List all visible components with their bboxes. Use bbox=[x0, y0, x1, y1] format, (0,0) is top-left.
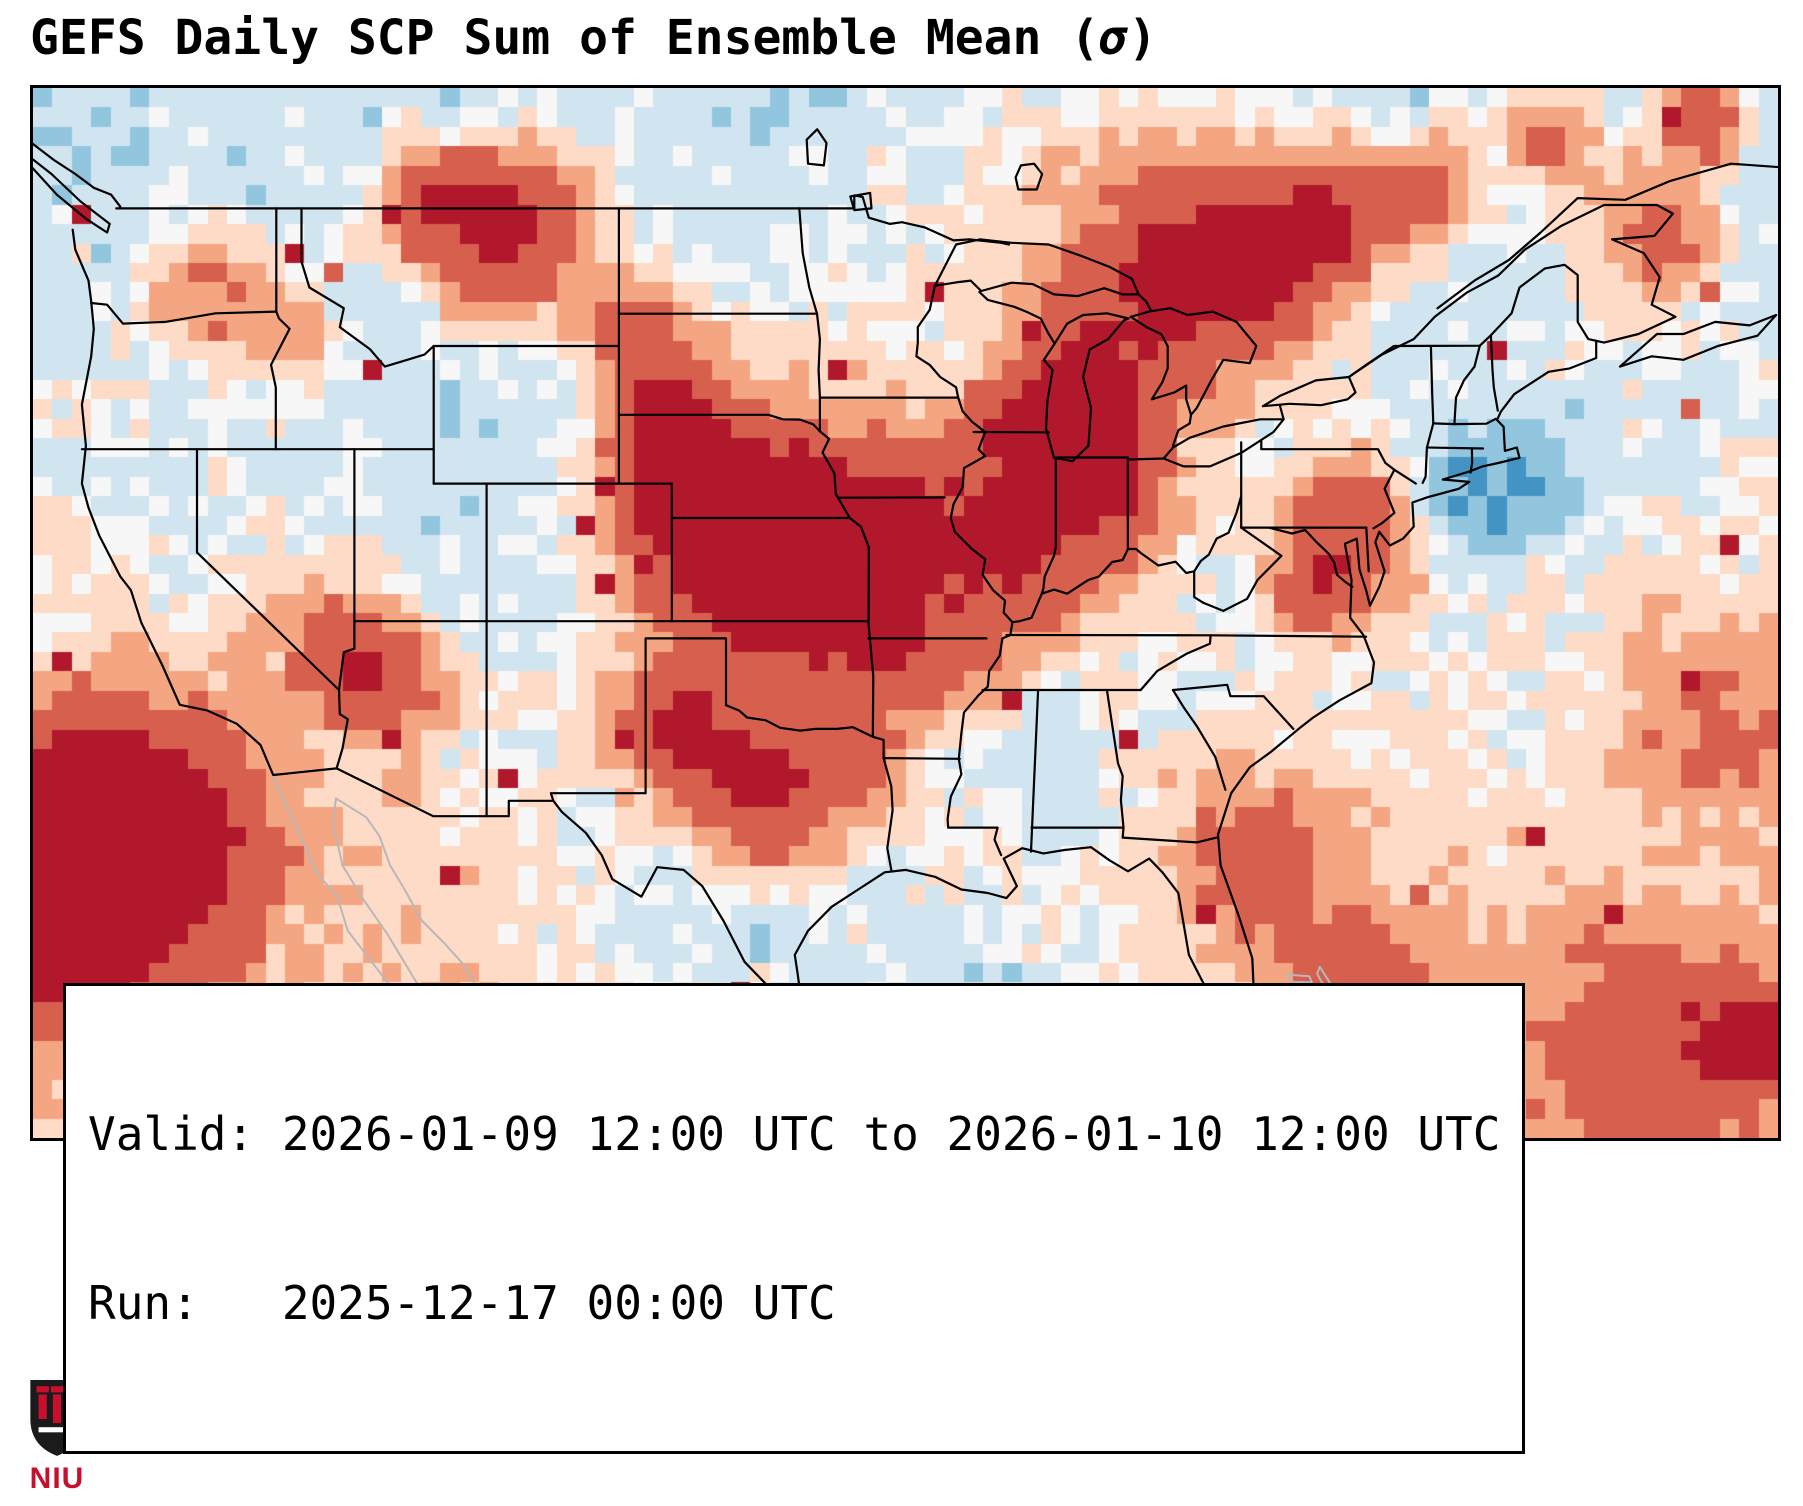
scp-heatmap bbox=[33, 88, 1778, 1138]
run-line: Run: 2025-12-17 00:00 UTC bbox=[88, 1275, 836, 1330]
map-axes: Valid: 2026-01-09 12:00 UTC to 2026-01-1… bbox=[30, 85, 1781, 1454]
geo-borders bbox=[33, 128, 1778, 1138]
sigma-symbol: σ bbox=[1099, 10, 1129, 66]
figure-title-close: ) bbox=[1128, 10, 1158, 66]
figure-title-text: GEFS Daily SCP Sum of Ensemble Mean ( bbox=[30, 10, 1100, 66]
figure-title: GEFS Daily SCP Sum of Ensemble Mean (σ) bbox=[30, 10, 1157, 66]
niu-logo-text: NIU bbox=[29, 1462, 85, 1495]
validity-annotation: Valid: 2026-01-09 12:00 UTC to 2026-01-1… bbox=[63, 983, 1526, 1454]
valid-line: Valid: 2026-01-09 12:00 UTC to 2026-01-1… bbox=[88, 1107, 1501, 1162]
